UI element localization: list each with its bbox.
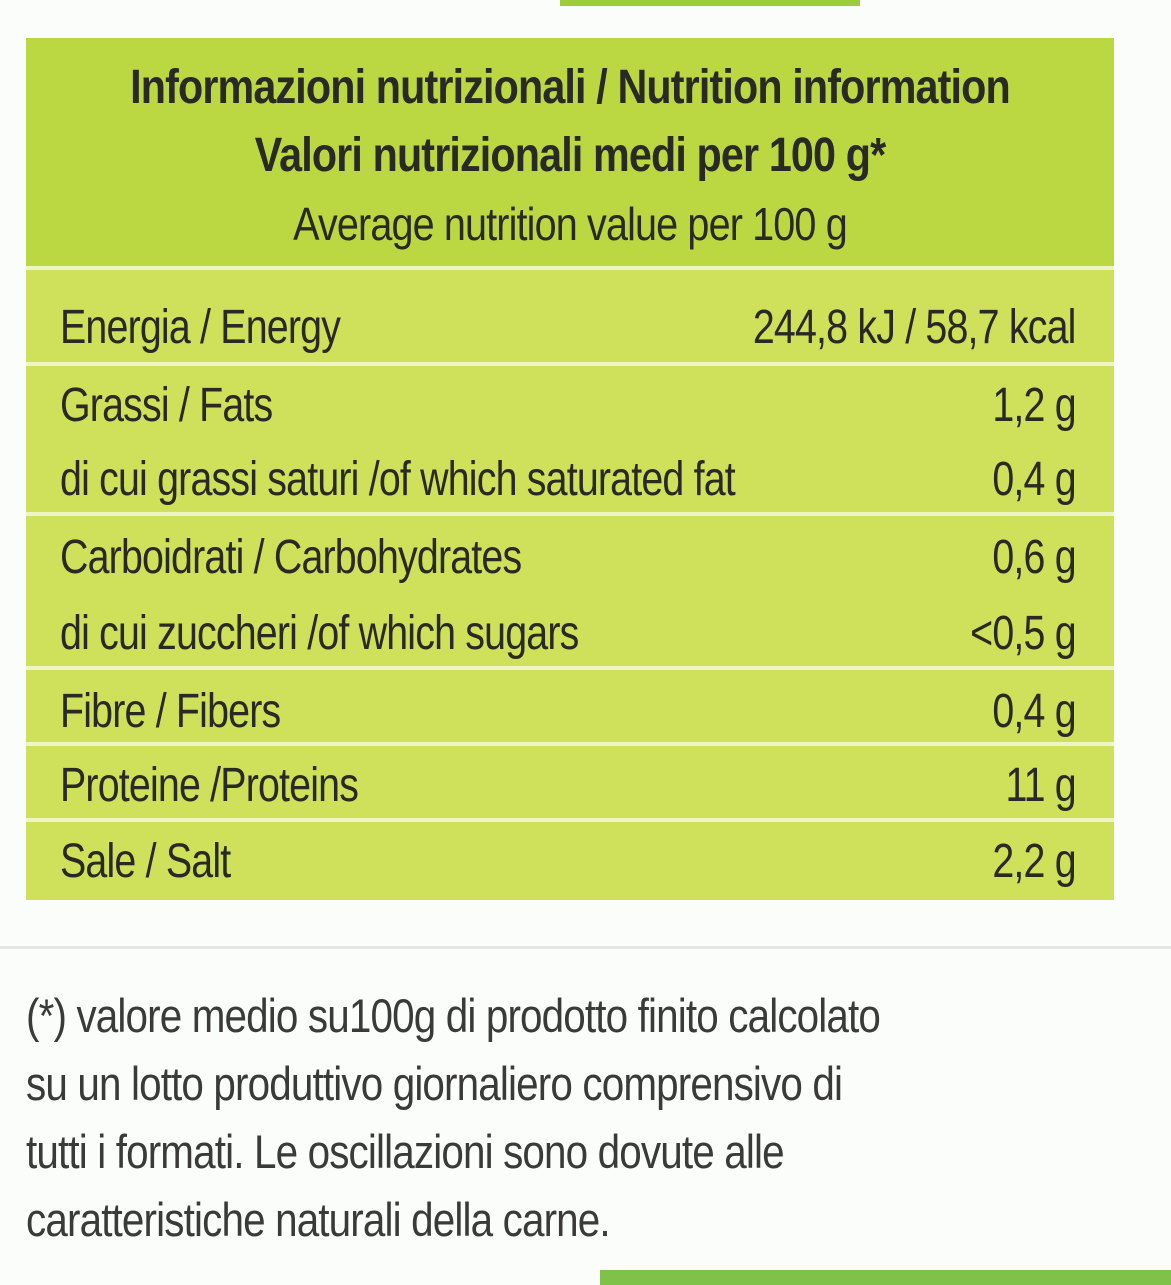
row-value: 2,2 g: [992, 835, 1077, 888]
row-divider: [26, 666, 1114, 670]
row-divider: [26, 362, 1114, 366]
section-separator: [0, 946, 1171, 949]
row-label: di cui zuccheri /of which sugars: [60, 607, 579, 660]
row-divider: [26, 266, 1114, 270]
row-label: Energia / Energy: [60, 301, 341, 354]
row-value: 0,4 g: [992, 453, 1077, 506]
header-subtitle-it: Valori nutrizionali medi per 100 g*: [254, 129, 886, 182]
nutrition-header: Informazioni nutrizionali / Nutrition in…: [26, 38, 1114, 266]
nutrition-row-salt: Sale / Salt 2,2 g: [26, 824, 1114, 900]
nutrition-row-fats: Grassi / Fats 1,2 g: [26, 368, 1114, 444]
nutrition-row-sugars: di cui zuccheri /of which sugars <0,5 g: [26, 596, 1114, 672]
footnote-line: caratteristiche naturali della carne.: [26, 1193, 611, 1246]
footnote-line: su un lotto produttivo giornaliero compr…: [26, 1057, 843, 1110]
row-label: Fibre / Fibers: [60, 685, 281, 738]
row-label: Sale / Salt: [60, 835, 231, 888]
row-value: 0,4 g: [992, 685, 1077, 738]
footnote-line: (*) valore medio su100g di prodotto fini…: [26, 989, 881, 1042]
package-edge-top: [560, 0, 860, 6]
row-label: Carboidrati / Carbohydrates: [60, 531, 522, 584]
row-value: 244,8 kJ / 58,7 kcal: [753, 301, 1077, 354]
nutrition-row-energy: Energia / Energy 244,8 kJ / 58,7 kcal: [26, 290, 1114, 366]
row-label: Grassi / Fats: [60, 379, 273, 432]
footnote: (*) valore medio su100g di prodotto fini…: [26, 982, 1166, 1254]
nutrition-row-saturated-fat: di cui grassi saturi /of which saturated…: [26, 442, 1114, 518]
header-title: Informazioni nutrizionali / Nutrition in…: [130, 61, 1011, 114]
row-label: di cui grassi saturi /of which saturated…: [60, 453, 736, 506]
nutrition-table: Informazioni nutrizionali / Nutrition in…: [26, 38, 1114, 900]
nutrition-row-fibers: Fibre / Fibers 0,4 g: [26, 674, 1114, 750]
row-value: <0,5 g: [970, 607, 1076, 660]
row-label: Proteine /Proteins: [60, 759, 359, 812]
row-value: 0,6 g: [992, 531, 1077, 584]
row-divider: [26, 742, 1114, 746]
row-value: 1,2 g: [992, 379, 1077, 432]
footnote-line: tutti i formati. Le oscillazioni sono do…: [26, 1125, 785, 1178]
nutrition-row-proteins: Proteine /Proteins 11 g: [26, 748, 1114, 824]
row-divider: [26, 818, 1114, 822]
package-edge-bottom: [600, 1270, 1171, 1285]
row-value: 11 g: [1005, 759, 1077, 812]
nutrition-row-carbohydrates: Carboidrati / Carbohydrates 0,6 g: [26, 520, 1114, 596]
header-subtitle-en: Average nutrition value per 100 g: [293, 198, 848, 250]
row-divider: [26, 512, 1114, 516]
